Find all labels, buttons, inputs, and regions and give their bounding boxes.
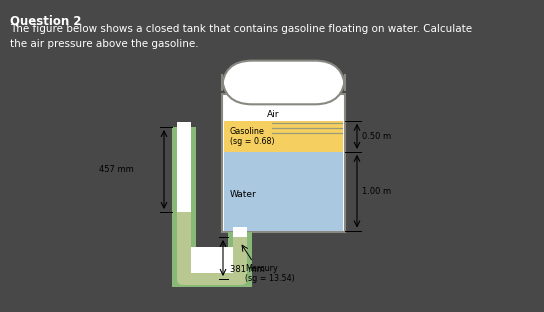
FancyBboxPatch shape xyxy=(177,247,247,282)
Bar xyxy=(233,237,247,277)
Bar xyxy=(222,94,345,232)
Bar xyxy=(228,232,252,282)
FancyBboxPatch shape xyxy=(222,61,345,104)
Text: 457 mm: 457 mm xyxy=(99,165,134,174)
Text: 0.50 m: 0.50 m xyxy=(362,132,391,141)
Text: Question 2: Question 2 xyxy=(10,14,82,27)
Bar xyxy=(177,212,191,277)
Text: 381 mm: 381 mm xyxy=(230,266,265,275)
Bar xyxy=(224,152,343,231)
Text: 1.00 m: 1.00 m xyxy=(362,187,391,196)
Text: Air: Air xyxy=(267,110,280,119)
Text: The figure below shows a closed tank that contains gasoline floating on water. C: The figure below shows a closed tank tha… xyxy=(10,24,472,49)
Text: Gasoline
(sg = 0.68): Gasoline (sg = 0.68) xyxy=(230,127,275,146)
Bar xyxy=(172,127,196,282)
FancyBboxPatch shape xyxy=(177,273,247,285)
Bar xyxy=(177,122,191,277)
Bar xyxy=(224,121,343,152)
Bar xyxy=(233,227,247,277)
Text: Water: Water xyxy=(230,190,257,199)
Bar xyxy=(172,257,252,287)
Text: Mercury
(sg = 13.54): Mercury (sg = 13.54) xyxy=(245,264,295,283)
